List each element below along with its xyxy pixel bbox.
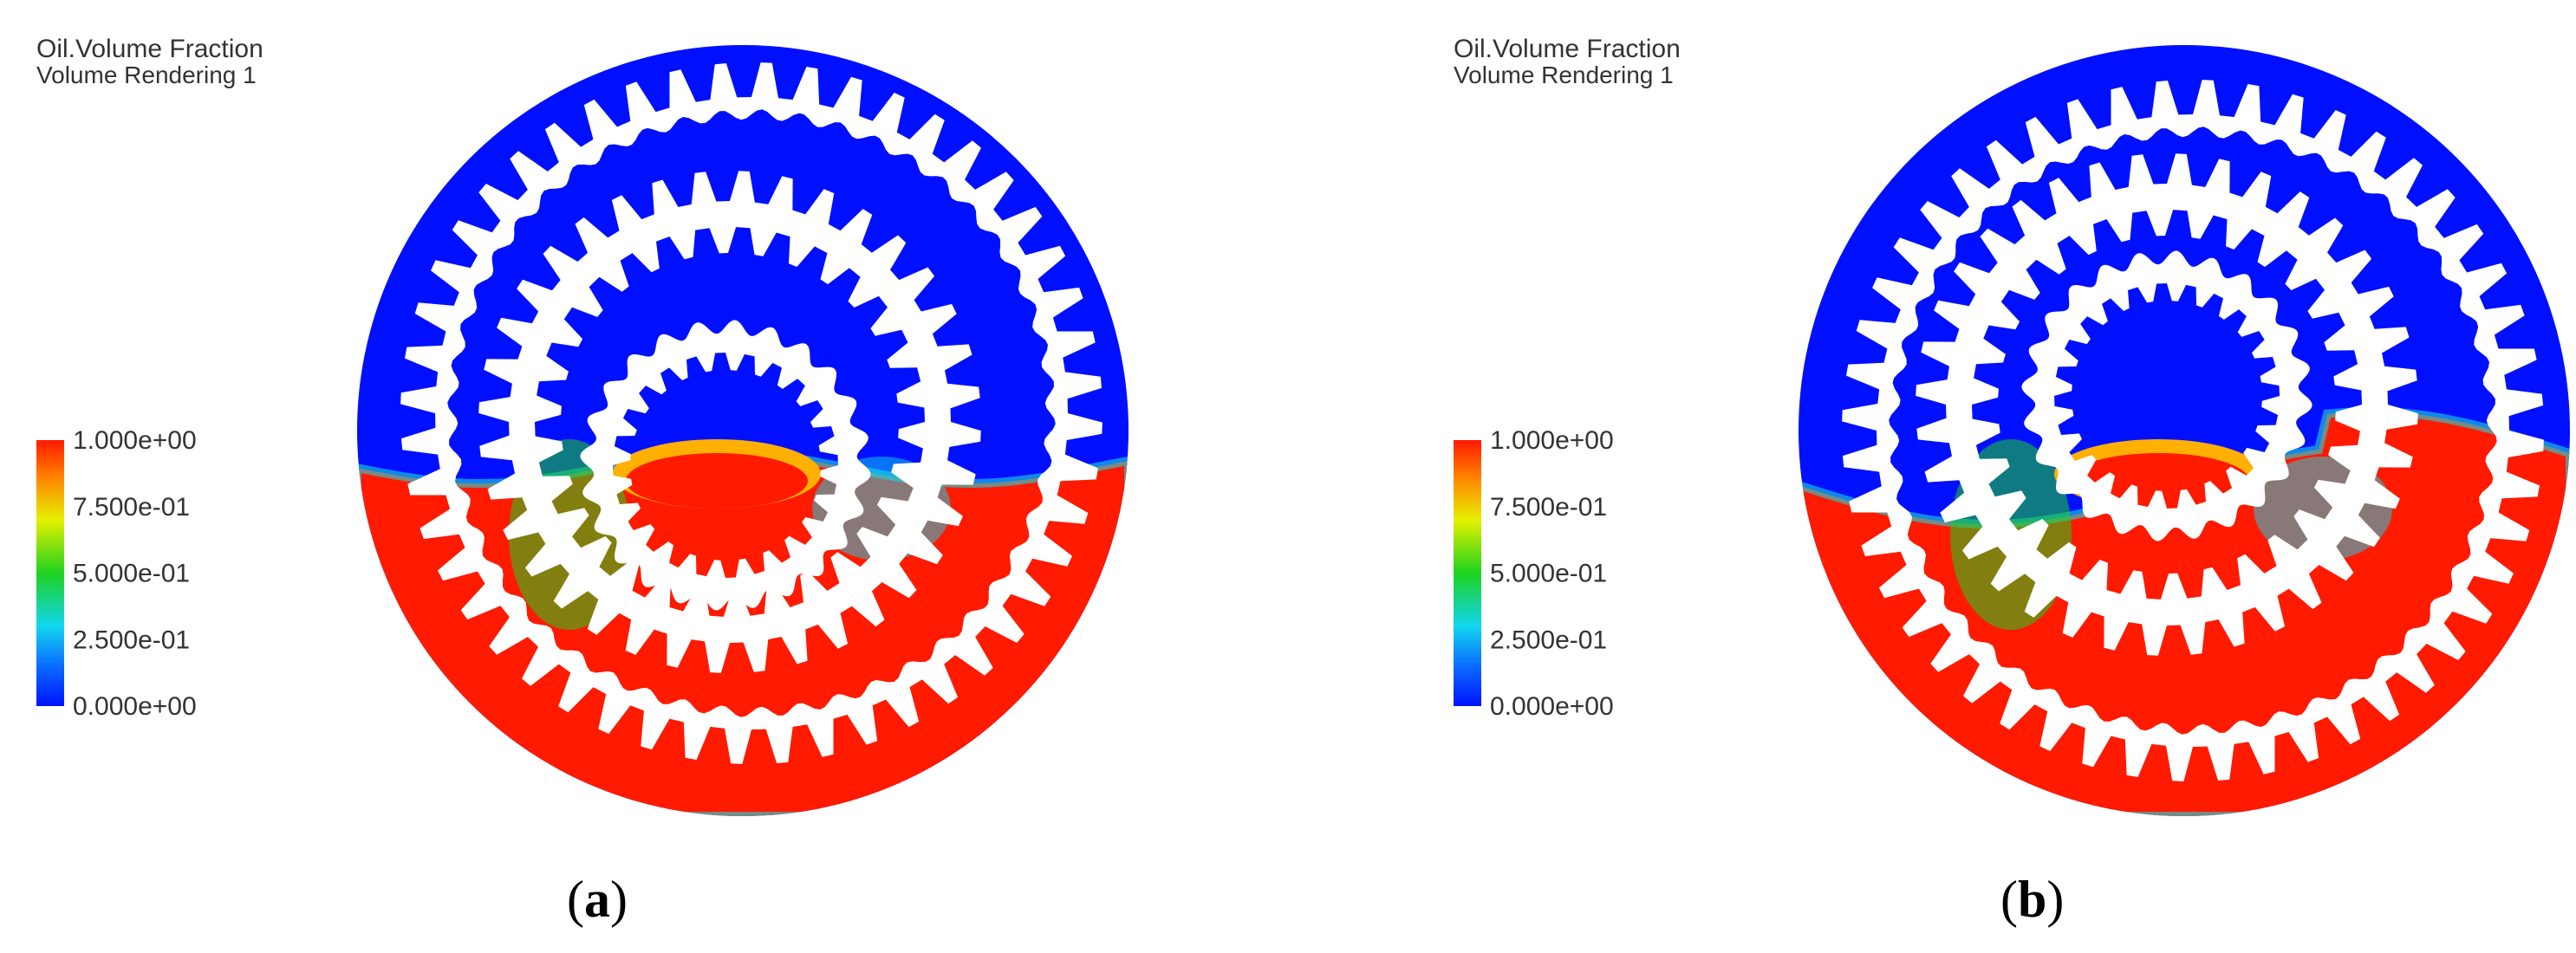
colorbar-tick-label: 1.000e+00 — [1490, 426, 1614, 455]
caption-close: ) — [610, 871, 628, 928]
colorbar-tick-label: 2.500e-01 — [73, 626, 190, 654]
caption-letter: a — [584, 871, 610, 928]
legend-title: Oil.Volume Fraction — [36, 35, 263, 63]
caption-open: ( — [567, 871, 584, 928]
caption-letter: b — [2018, 871, 2046, 928]
colorbar — [36, 440, 64, 706]
colorbar-tick-label: 1.000e+00 — [73, 426, 197, 455]
colorbar-tick-label: 0.000e+00 — [1490, 692, 1614, 721]
caption-open: ( — [2000, 871, 2018, 928]
legend-title: Oil.Volume Fraction — [1454, 35, 1681, 63]
colorbar-tick-label: 5.000e-01 — [1490, 560, 1607, 588]
legend-subtitle: Volume Rendering 1 — [36, 62, 257, 88]
domain — [1799, 45, 2570, 816]
colorbar-tick-label: 0.000e+00 — [73, 692, 197, 721]
caption: (b) — [2000, 871, 2064, 928]
colorbar-tick-label: 2.500e-01 — [1490, 626, 1607, 654]
colorbar-tick-label: 7.500e-01 — [73, 493, 190, 522]
legend-subtitle: Volume Rendering 1 — [1454, 62, 1674, 88]
oil-patch — [626, 453, 808, 509]
colorbar — [1454, 440, 1481, 706]
caption: (a) — [567, 871, 628, 928]
colorbar-tick-label: 7.500e-01 — [1490, 493, 1607, 522]
colorbar-tick-label: 5.000e-01 — [73, 560, 190, 588]
caption-close: ) — [2046, 871, 2064, 928]
planet-gear — [1916, 153, 2418, 656]
domain — [357, 45, 1129, 816]
planet-gear — [478, 171, 981, 673]
